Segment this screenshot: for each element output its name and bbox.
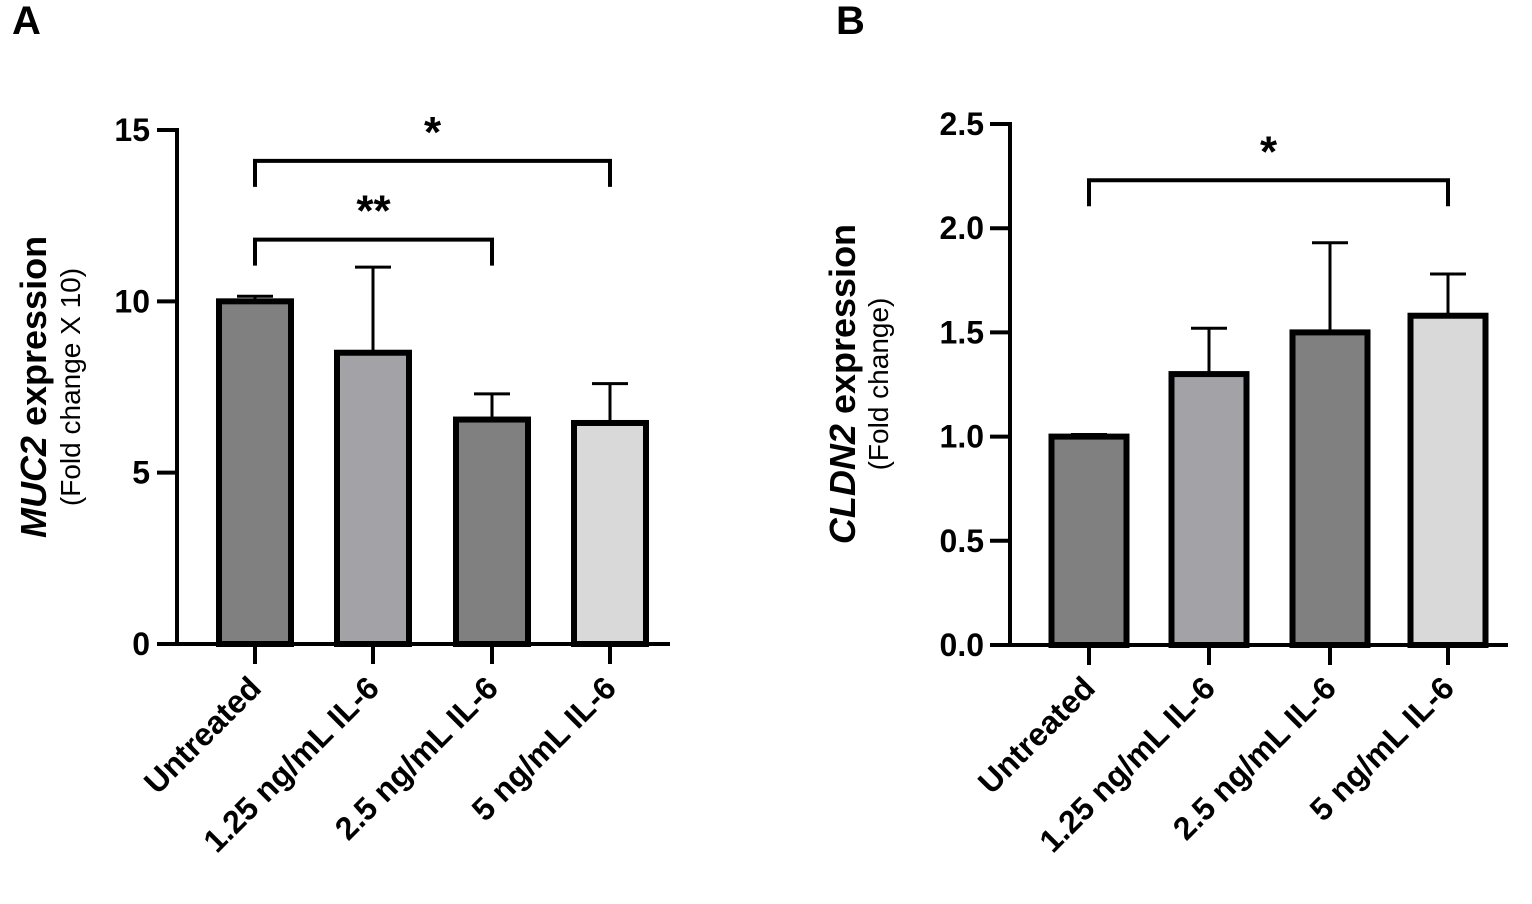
y-axis-gene-name: MUC2 xyxy=(13,436,54,538)
bar-2 xyxy=(1168,371,1250,648)
y-axis-title: MUC2 expression xyxy=(13,236,54,538)
significance-label-1: * xyxy=(424,108,442,157)
panel-label-a: A xyxy=(12,0,41,43)
y-tick-label: 1.5 xyxy=(940,314,984,350)
y-tick-label: 0 xyxy=(132,626,150,662)
y-axis-title-rest: expression xyxy=(822,224,863,424)
significance-label-2: ** xyxy=(356,187,391,236)
y-tick-label: 0.5 xyxy=(940,523,984,559)
panel-label-b: B xyxy=(836,0,865,43)
significance-bracket-1 xyxy=(253,158,612,187)
significance-bracket-1 xyxy=(1087,178,1450,207)
y-tick-label: 10 xyxy=(114,283,150,319)
y-axis-title-rest: expression xyxy=(13,236,54,436)
y-tick-label: 15 xyxy=(114,112,150,148)
bar-3 xyxy=(453,416,531,648)
y-tick-label: 2.0 xyxy=(940,210,984,246)
bar-3 xyxy=(1289,329,1371,648)
y-tick-label: 5 xyxy=(132,455,150,491)
y-tick-label: 0.0 xyxy=(940,627,984,663)
y-axis-subtitle: (Fold change) xyxy=(863,298,894,471)
category-label: Untreated xyxy=(971,669,1102,800)
bar-1 xyxy=(216,298,294,647)
y-tick-label: 1.0 xyxy=(940,419,984,455)
y-axis-gene-name: CLDN2 xyxy=(822,424,863,544)
bar-4 xyxy=(1407,312,1489,648)
y-axis-subtitle: (Fold change X 10) xyxy=(55,268,86,506)
y-tick-label: 2.5 xyxy=(940,106,984,142)
significance-label-1: * xyxy=(1260,127,1278,176)
bar-2 xyxy=(334,349,412,647)
y-axis-title: CLDN2 expression xyxy=(822,224,863,544)
bar-4 xyxy=(571,419,649,648)
significance-bracket-2 xyxy=(253,237,494,266)
bar-1 xyxy=(1048,433,1130,648)
